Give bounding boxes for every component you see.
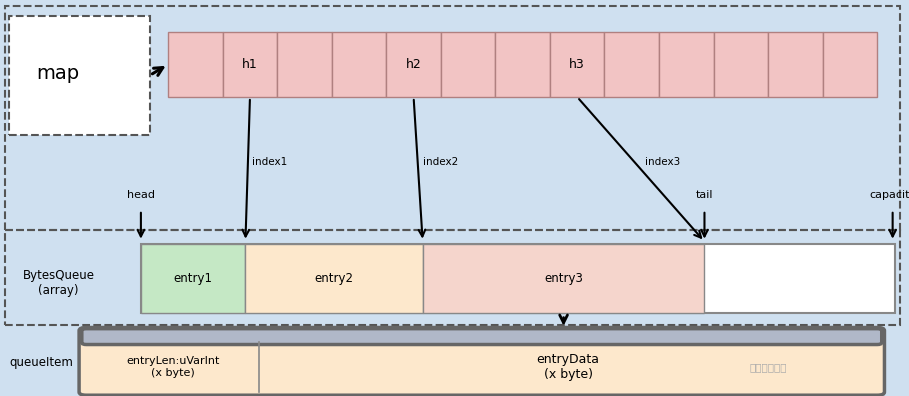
Bar — [714, 32, 768, 97]
Bar — [550, 32, 604, 97]
Bar — [223, 32, 277, 97]
Text: capacity: capacity — [869, 190, 909, 200]
Text: index3: index3 — [645, 157, 681, 168]
Text: entryLen:uVarInt
(x byte): entryLen:uVarInt (x byte) — [126, 356, 219, 378]
Bar — [604, 32, 659, 97]
Bar — [768, 32, 823, 97]
Text: head: head — [127, 190, 155, 200]
Text: index1: index1 — [253, 157, 287, 168]
Bar — [332, 32, 386, 97]
Bar — [5, 6, 900, 230]
Text: entry3: entry3 — [544, 272, 583, 285]
Bar — [441, 32, 495, 97]
Bar — [823, 32, 877, 97]
Bar — [386, 32, 441, 97]
Text: BytesQueue
(array): BytesQueue (array) — [23, 269, 95, 297]
Text: tail: tail — [695, 190, 714, 200]
Bar — [168, 32, 223, 97]
Text: entryData
(x byte): entryData (x byte) — [536, 353, 600, 381]
Text: h2: h2 — [405, 58, 422, 71]
Text: 翔叔架构笔记: 翔叔架构笔记 — [749, 362, 787, 373]
Text: index2: index2 — [423, 157, 458, 168]
Bar — [277, 32, 332, 97]
Bar — [245, 244, 423, 313]
Bar — [9, 16, 150, 135]
Bar — [141, 244, 245, 313]
Text: queueItem: queueItem — [9, 356, 73, 369]
Bar — [5, 230, 900, 325]
Bar — [495, 32, 550, 97]
FancyBboxPatch shape — [79, 327, 884, 395]
Text: h1: h1 — [242, 58, 258, 71]
FancyBboxPatch shape — [82, 329, 882, 345]
Bar — [423, 244, 704, 313]
Text: entry2: entry2 — [315, 272, 354, 285]
Bar — [659, 32, 714, 97]
Text: entry1: entry1 — [174, 272, 213, 285]
Text: h3: h3 — [569, 58, 585, 71]
Bar — [141, 244, 895, 313]
Text: map: map — [36, 64, 79, 83]
